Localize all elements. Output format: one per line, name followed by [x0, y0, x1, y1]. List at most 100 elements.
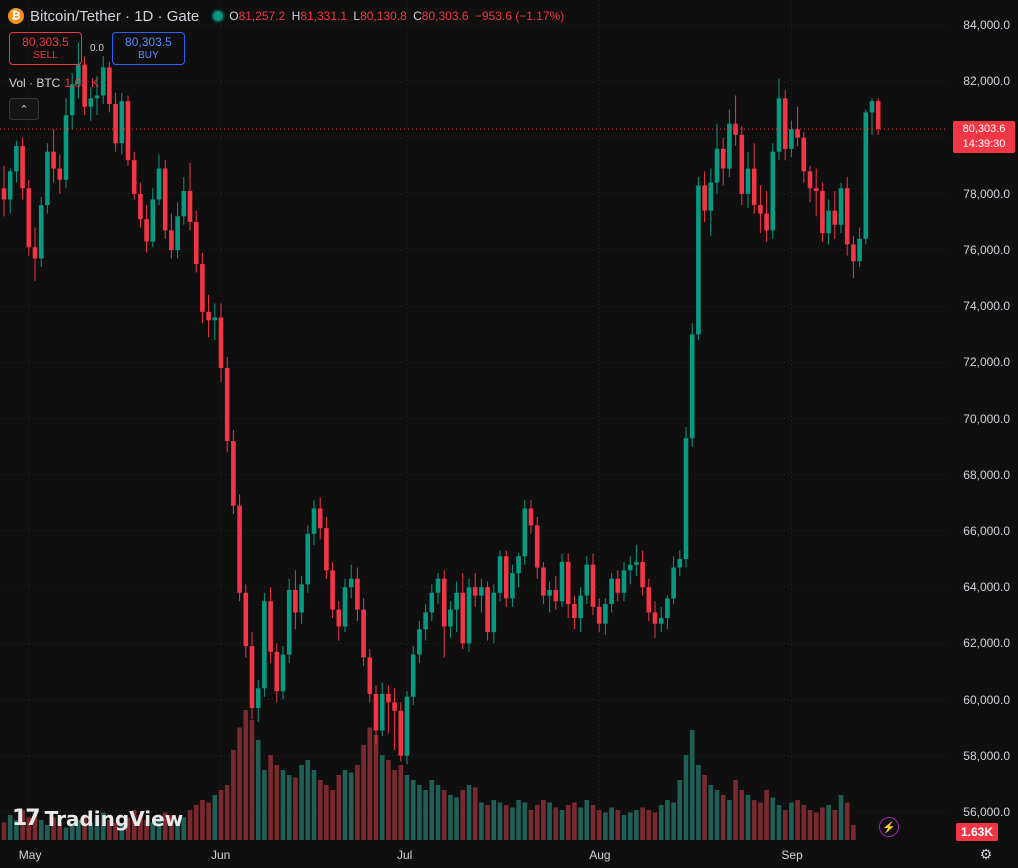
candle	[231, 429, 236, 515]
volume-bar	[286, 775, 292, 840]
volume-bar	[559, 810, 565, 840]
volume-bar	[789, 802, 794, 840]
candle	[144, 205, 149, 253]
price-tick-label: 66,000.0	[963, 523, 1010, 538]
price-tick-label: 68,000.0	[963, 467, 1010, 482]
candle	[410, 646, 416, 706]
candle	[14, 140, 19, 183]
volume-bar	[169, 815, 174, 840]
volume-bar	[131, 810, 137, 840]
volume-bar	[20, 810, 25, 840]
candle	[503, 550, 509, 607]
volume-bar	[832, 810, 838, 840]
volume-bar	[584, 800, 590, 840]
candle	[373, 685, 379, 745]
candle	[324, 516, 329, 579]
volume-bar	[280, 770, 286, 840]
volume-bar	[565, 805, 571, 840]
gear-icon[interactable]: ⚙	[979, 845, 993, 862]
volume-bar	[94, 817, 100, 840]
volume-bar	[448, 795, 453, 840]
candle	[398, 702, 404, 762]
candle	[634, 545, 639, 576]
bolt-icon[interactable]: ⚡	[879, 817, 899, 837]
candle	[94, 75, 100, 116]
candle	[875, 98, 881, 135]
buy-button[interactable]: 80,303.5 BUY	[111, 32, 185, 65]
volume-bar	[479, 802, 484, 840]
volume-bar	[801, 805, 807, 840]
candle	[739, 126, 745, 206]
candle	[7, 168, 13, 214]
volume-bar	[485, 805, 490, 840]
candle	[584, 556, 590, 605]
ohlc-values: O81,257.2 H81,331.1 L80,130.8 C80,303.6 …	[229, 9, 565, 23]
sell-button[interactable]: 80,303.5 SELL	[9, 32, 82, 65]
bitcoin-icon[interactable]: ₿	[8, 8, 24, 24]
volume-bar	[355, 765, 360, 840]
collapse-legend-button[interactable]: ⌃	[9, 98, 39, 120]
volume-bar	[51, 817, 56, 840]
candle	[789, 120, 794, 158]
candle	[844, 176, 850, 256]
candle	[758, 185, 763, 234]
volume-bar	[621, 815, 627, 840]
volume-bar	[665, 800, 670, 840]
symbol-title[interactable]: Bitcoin/Tether · 1D · Gate	[30, 7, 200, 25]
candle	[169, 213, 174, 259]
candle	[652, 601, 658, 638]
candle	[714, 123, 720, 194]
volume-bar	[751, 800, 757, 840]
volume-bar	[609, 807, 614, 840]
volume-bar	[113, 822, 118, 840]
volume-bar	[299, 765, 304, 840]
volume-bar	[125, 817, 131, 840]
volume-bar	[193, 805, 199, 840]
candle	[45, 143, 50, 214]
volume-bar	[528, 810, 534, 840]
change-value: −953.6 (−1.17%)	[474, 9, 565, 23]
candle	[51, 129, 56, 183]
volume-bar	[851, 825, 856, 840]
volume-bar	[640, 807, 645, 840]
volume-bar	[398, 765, 404, 840]
volume-bar	[63, 827, 69, 840]
volume-legend[interactable]: Vol · BTC 1.63 K	[9, 76, 100, 90]
volume-bar	[361, 745, 366, 840]
candle	[764, 191, 769, 242]
volume-bar	[317, 780, 323, 840]
candle	[578, 587, 583, 633]
volume-bar	[14, 820, 19, 840]
candle	[100, 56, 106, 104]
candle	[181, 176, 187, 225]
candle	[175, 202, 180, 259]
volume-bar	[739, 790, 745, 840]
volume-bar	[727, 800, 732, 840]
candle	[782, 89, 788, 161]
candle	[218, 303, 224, 383]
price-tick-label: 70,000.0	[963, 411, 1010, 426]
price-tick-label: 82,000.0	[963, 74, 1010, 89]
price-tick-label: 60,000.0	[963, 692, 1010, 707]
candle	[658, 606, 664, 633]
candle	[1, 165, 7, 217]
volume-bar	[429, 780, 435, 840]
candle	[733, 95, 738, 147]
volume-bar	[646, 810, 652, 840]
volume-bar	[634, 810, 639, 840]
volume-bar	[249, 720, 255, 840]
candle	[522, 500, 528, 565]
volume-bar	[348, 772, 354, 840]
volume-bar	[627, 812, 633, 840]
candle	[299, 575, 304, 624]
candle	[131, 151, 137, 200]
candle	[305, 525, 311, 593]
tradingview-logo[interactable]: 17 TradingView	[12, 806, 183, 831]
candle	[720, 137, 726, 186]
volume-bar	[32, 812, 38, 840]
candle	[851, 235, 856, 279]
volume-bar	[658, 805, 664, 840]
candle	[727, 109, 732, 177]
volume-bar	[342, 770, 348, 840]
